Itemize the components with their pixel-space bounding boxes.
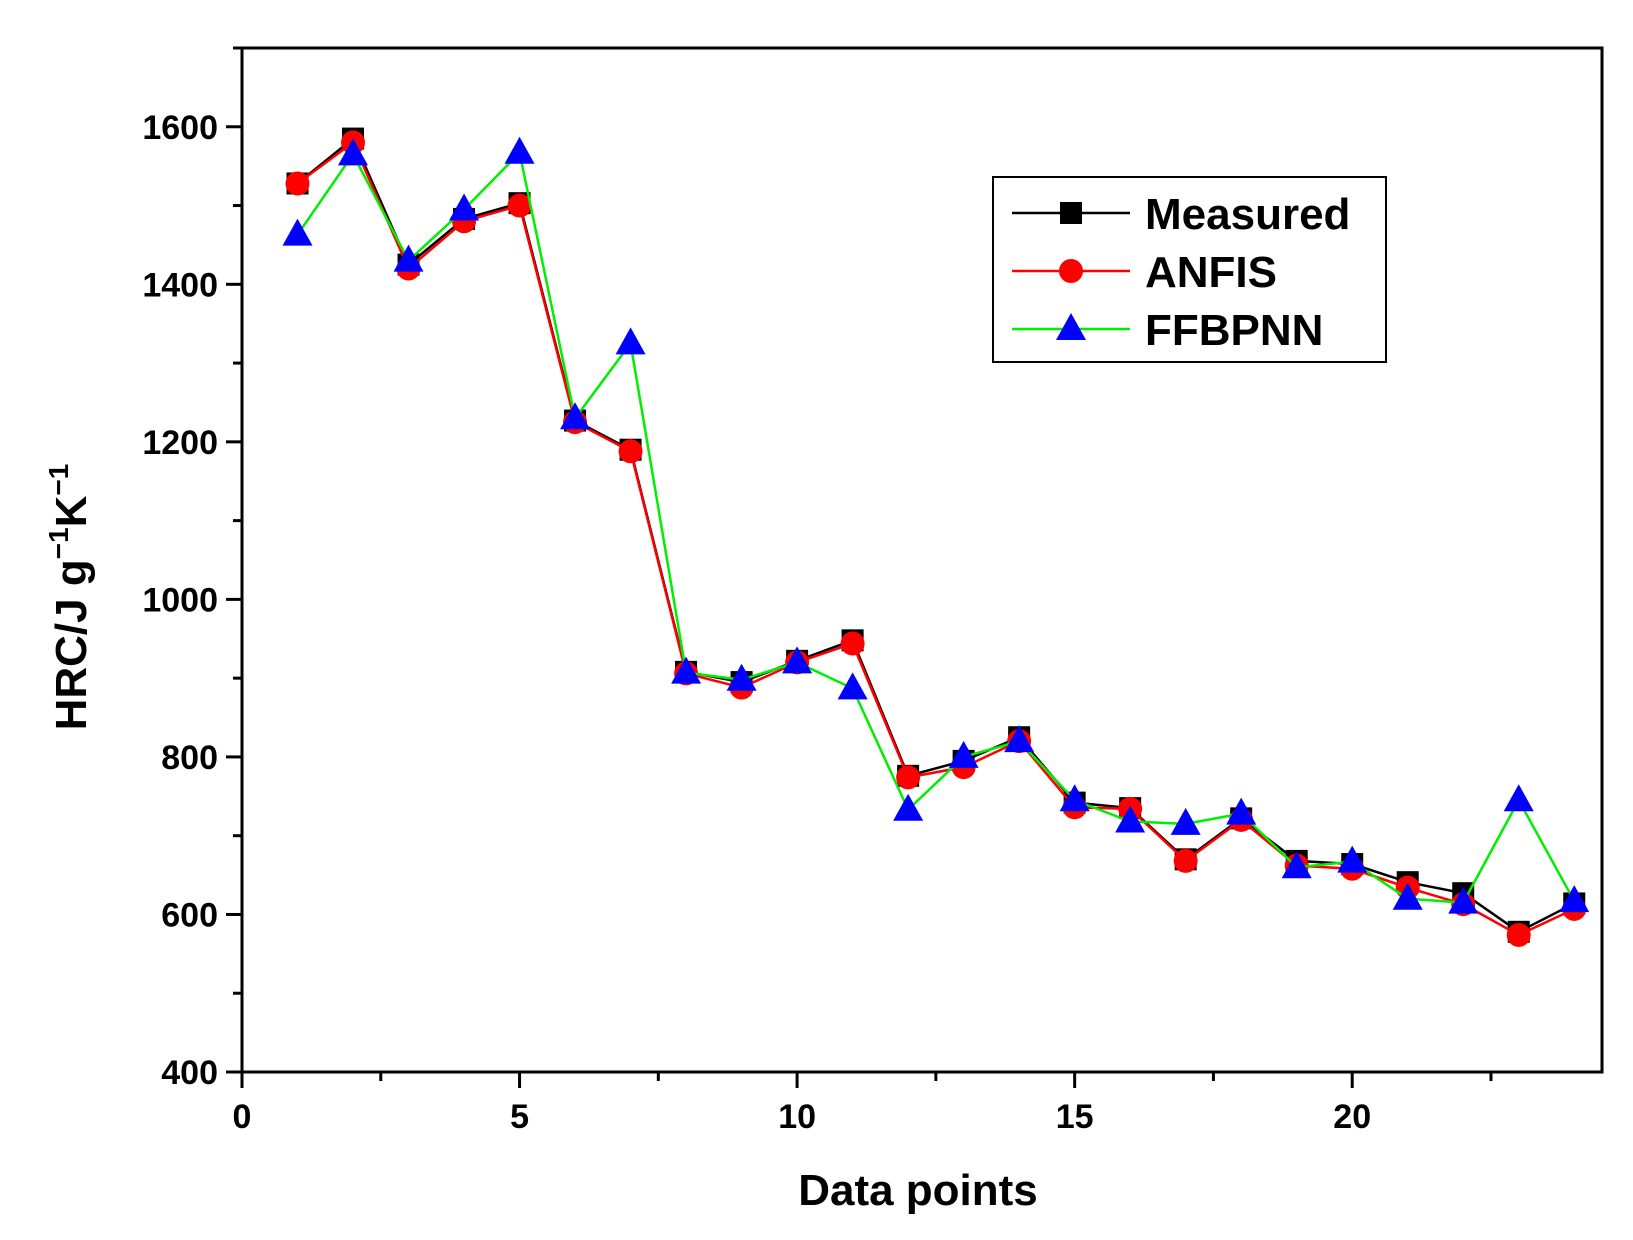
x-tick-label: 10 [778, 1098, 816, 1136]
data-point-ffbpnn [782, 646, 813, 674]
data-point-anfis [285, 171, 310, 196]
legend-entry-measured: Measured [1012, 190, 1350, 239]
data-point-ffbpnn [1115, 805, 1146, 833]
series-anfis [285, 130, 1587, 947]
series-group [282, 127, 1590, 947]
data-point-anfis [1506, 922, 1531, 947]
data-point-ffbpnn [1059, 784, 1090, 812]
y-axis-title: HRC/J g−1K−1 [43, 464, 96, 731]
y-axis-title-unit2: K [47, 495, 96, 527]
data-point-ffbpnn [1448, 886, 1479, 914]
legend: Measured ANFIS FFBPNN [992, 176, 1387, 363]
plot-frame [240, 46, 1604, 1074]
legend-label: FFBPNN [1145, 306, 1323, 355]
axes: 0 5 10 15 20 400 600 800 1000 1200 1400 1600 [142, 46, 1604, 1136]
data-point-ffbpnn [282, 218, 313, 246]
data-point-ffbpnn [560, 402, 591, 430]
legend-label: Measured [1145, 190, 1350, 239]
legend-marker [1059, 259, 1083, 283]
data-point-ffbpnn [1281, 851, 1312, 879]
y-tick-label: 800 [161, 739, 218, 777]
y-tick-label: 1200 [142, 424, 218, 462]
data-point-anfis [507, 193, 532, 218]
data-point-ffbpnn [1226, 797, 1257, 825]
data-point-ffbpnn [1004, 725, 1035, 753]
data-point-anfis [1173, 848, 1198, 873]
data-point-ffbpnn [1392, 882, 1423, 910]
y-axis-title-sup2: −1 [43, 464, 74, 496]
legend-box [992, 176, 1387, 363]
y-tick-label: 1600 [142, 109, 218, 147]
data-point-ffbpnn [671, 656, 702, 684]
series-ffbpnn [282, 136, 1590, 914]
y-axis-title-main: HRC/J g [47, 559, 96, 730]
data-point-ffbpnn [1170, 807, 1201, 835]
data-point-ffbpnn [615, 327, 646, 355]
x-tick-label: 15 [1056, 1098, 1094, 1136]
x-tick-label: 5 [510, 1098, 529, 1136]
data-point-anfis [896, 765, 921, 790]
series-measured [286, 127, 1586, 943]
y-tick-label: 1400 [142, 266, 218, 304]
data-point-ffbpnn [948, 740, 979, 768]
data-point-ffbpnn [1337, 845, 1368, 873]
legend-entry-anfis: ANFIS [1012, 248, 1277, 297]
y-tick-label: 400 [161, 1054, 218, 1092]
data-point-ffbpnn [837, 672, 868, 700]
data-point-ffbpnn [504, 136, 535, 164]
data-point-anfis [618, 439, 643, 464]
legend-marker [1060, 202, 1082, 224]
legend-label: ANFIS [1145, 248, 1277, 297]
data-point-ffbpnn [449, 193, 480, 221]
data-point-ffbpnn [1503, 784, 1534, 812]
legend-entry-ffbpnn: FFBPNN [1012, 306, 1323, 355]
data-point-ffbpnn [893, 793, 924, 821]
x-axis-title: Data points [798, 1166, 1038, 1215]
x-tick-label: 0 [233, 1098, 252, 1136]
x-tick-label: 20 [1333, 1098, 1371, 1136]
y-tick-label: 1000 [142, 581, 218, 619]
data-point-ffbpnn [1559, 885, 1590, 913]
legend-marker [1056, 313, 1086, 340]
data-point-ffbpnn [726, 663, 757, 691]
y-tick-label: 600 [161, 896, 218, 934]
data-point-ffbpnn [393, 244, 424, 272]
data-point-ffbpnn [338, 138, 369, 166]
y-axis-title-sup1: −1 [43, 527, 74, 559]
data-point-anfis [840, 631, 865, 656]
